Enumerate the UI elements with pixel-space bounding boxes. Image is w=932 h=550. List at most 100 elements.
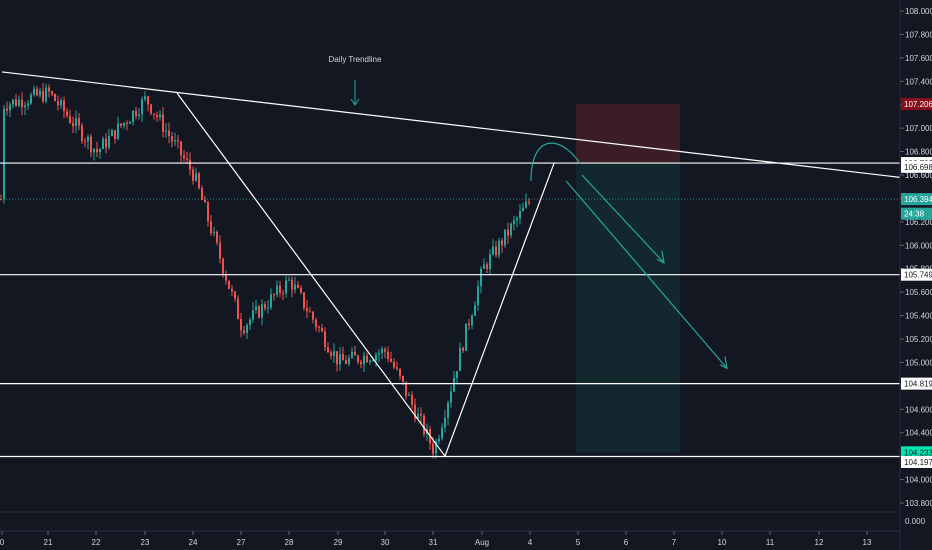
candle-down	[495, 246, 497, 256]
time-tick-label: 6	[624, 538, 629, 547]
candle-down	[240, 319, 242, 331]
candle-down	[114, 130, 116, 140]
candle-up	[372, 360, 374, 362]
v-pattern-lines[interactable]	[176, 92, 555, 458]
candle-up	[249, 319, 251, 325]
trendline-annotation: Daily Trendline	[329, 55, 382, 64]
time-tick-label: 23	[141, 538, 150, 547]
price-tag-label: 106.394	[904, 195, 932, 204]
candle-down	[315, 319, 317, 328]
candle-up	[519, 210, 521, 219]
candle-down	[411, 394, 413, 405]
candle-up	[375, 354, 377, 361]
candle-down	[81, 125, 83, 142]
price-tick-label: 106.600	[905, 171, 932, 180]
candle-down	[168, 130, 170, 137]
candle-down	[219, 242, 221, 259]
annotation-arrow-head	[350, 98, 360, 106]
candle-up	[510, 223, 512, 236]
candle-down	[183, 155, 185, 159]
candle-up	[129, 122, 131, 124]
time-tick-label: 21	[44, 538, 53, 547]
candle-down	[318, 327, 320, 329]
candle-down	[54, 94, 56, 102]
candle-up	[459, 347, 461, 372]
candle-up	[3, 108, 5, 200]
candle-up	[39, 90, 41, 96]
volume-zero-label: 0.000	[905, 517, 926, 526]
take-profit-zone	[576, 163, 680, 453]
candle-up	[252, 310, 254, 320]
candle-up	[438, 438, 440, 442]
candle-down	[189, 159, 191, 170]
candle-up	[213, 231, 215, 234]
candle-up	[378, 353, 380, 355]
time-tick-label: 24	[189, 538, 198, 547]
position-zones	[576, 104, 680, 453]
candle-up	[159, 114, 161, 118]
candle-down	[342, 354, 344, 361]
candle-down	[462, 347, 464, 351]
price-tag-label: 104.819	[904, 380, 932, 389]
candle-down	[36, 88, 38, 96]
candle-up	[417, 413, 419, 419]
time-tick-label: 13	[863, 538, 872, 547]
candle-up	[246, 324, 248, 334]
candle-down	[264, 304, 266, 309]
candle-up	[489, 254, 491, 269]
candle-up	[348, 357, 350, 364]
candle-down	[201, 187, 203, 200]
candle-up	[453, 377, 455, 392]
candle-down	[366, 355, 368, 363]
candle-up	[447, 402, 449, 418]
candle-up	[255, 306, 257, 311]
time-tick-label: 31	[429, 538, 438, 547]
price-tick-label: 108.000	[905, 7, 932, 16]
price-tag-level	[901, 268, 932, 281]
candle-up	[144, 96, 146, 100]
price-tag-label: 105.749	[904, 271, 932, 280]
candle-down	[258, 306, 260, 318]
candle-up	[363, 355, 365, 365]
candle-down	[90, 136, 92, 153]
candle-up	[471, 315, 473, 326]
projection-arrow-1-head	[656, 251, 665, 264]
candle-down	[402, 376, 404, 382]
candle-down	[336, 351, 338, 365]
candle-down	[528, 201, 530, 203]
candle-down	[51, 91, 53, 95]
candle-down	[414, 404, 416, 419]
candle-up	[477, 286, 479, 306]
drawings[interactable]	[0, 71, 901, 458]
candle-up	[435, 441, 437, 454]
price-tag-label: 106.698	[904, 163, 932, 172]
candle-down	[180, 141, 182, 156]
candle-up	[369, 360, 371, 363]
candle-down	[198, 173, 200, 188]
price-tag-label: 104.233	[904, 448, 932, 457]
candle-down	[384, 348, 386, 352]
candle-up	[465, 323, 467, 351]
candle-down	[243, 330, 245, 334]
candle-up	[267, 307, 269, 309]
price-tick-label: 106.800	[905, 148, 932, 157]
price-tag-level	[901, 456, 932, 468]
candle-up	[102, 138, 104, 149]
candle-up	[108, 136, 110, 148]
candle-down	[171, 136, 173, 142]
candle-up	[18, 99, 20, 106]
time-tick-label: Aug	[475, 538, 489, 547]
candle-up	[504, 229, 506, 246]
candle-down	[390, 358, 392, 362]
time-axis[interactable]: 0 21 22 23 24 27 28 29 30 31 Aug 4 5 6 7 10 11 12 13	[0, 531, 872, 547]
candle-down	[222, 258, 224, 274]
candle-down	[84, 141, 86, 143]
candle-up	[513, 220, 515, 224]
candle-up	[195, 173, 197, 181]
candle-up	[117, 123, 119, 140]
candle-down	[216, 231, 218, 243]
time-tick-label: 10	[718, 538, 727, 547]
daily-trendline[interactable]	[1, 71, 901, 178]
candle-up	[33, 88, 35, 95]
